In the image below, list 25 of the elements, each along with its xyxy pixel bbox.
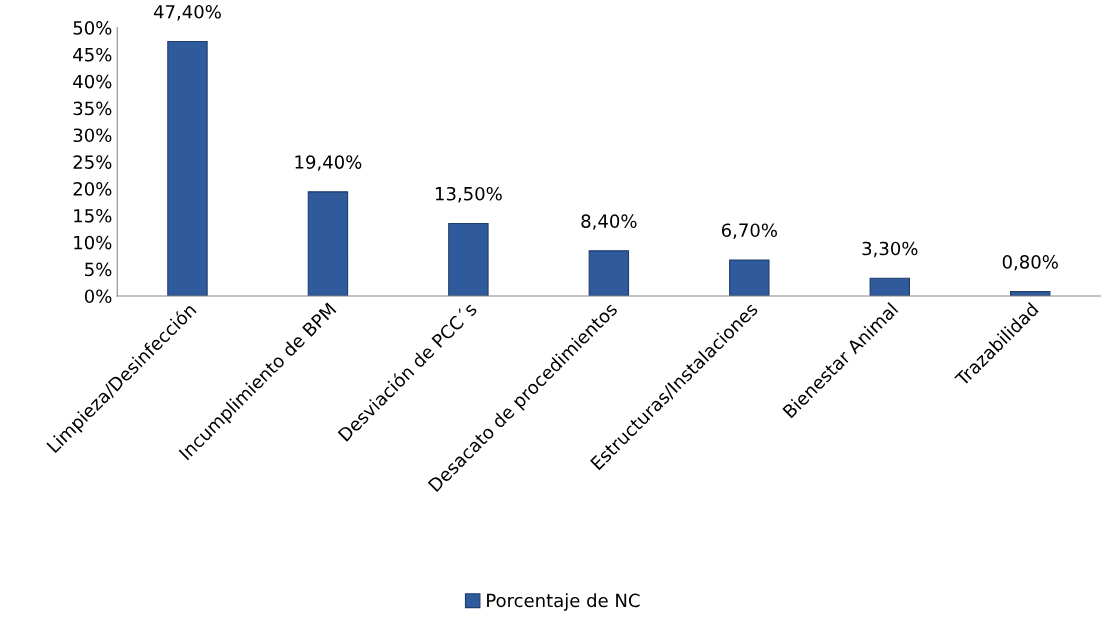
data-label: 0,80%	[1002, 255, 1058, 271]
y-tick-label: 35%	[73, 101, 112, 116]
y-tick-label: 40%	[73, 74, 112, 89]
y-tick-label: 20%	[73, 182, 112, 196]
y-tick-label: 0%	[84, 289, 112, 304]
data-label: 3,30%	[862, 241, 918, 258]
data-label: 8,40%	[581, 214, 637, 230]
bar	[307, 191, 349, 296]
bar	[729, 259, 770, 296]
data-label: 13,50%	[435, 186, 502, 203]
bar	[869, 277, 910, 296]
data-label: 19,40%	[295, 155, 362, 171]
bar	[588, 250, 630, 296]
y-tick-label: 50%	[73, 21, 112, 35]
data-label: 6,70%	[721, 223, 777, 239]
y-tick-label: 5%	[85, 262, 112, 277]
y-tick-label: 15%	[74, 208, 112, 223]
y-tick-label: 10%	[74, 235, 112, 250]
bar	[167, 40, 208, 296]
bar	[448, 222, 489, 296]
y-tick-label: 30%	[73, 128, 112, 143]
y-tick-label: 45%	[73, 47, 112, 62]
legend-label: Porcentaje de NC	[487, 593, 640, 611]
data-label: 47,40%	[153, 4, 221, 21]
y-tick-label: 25%	[73, 155, 112, 169]
